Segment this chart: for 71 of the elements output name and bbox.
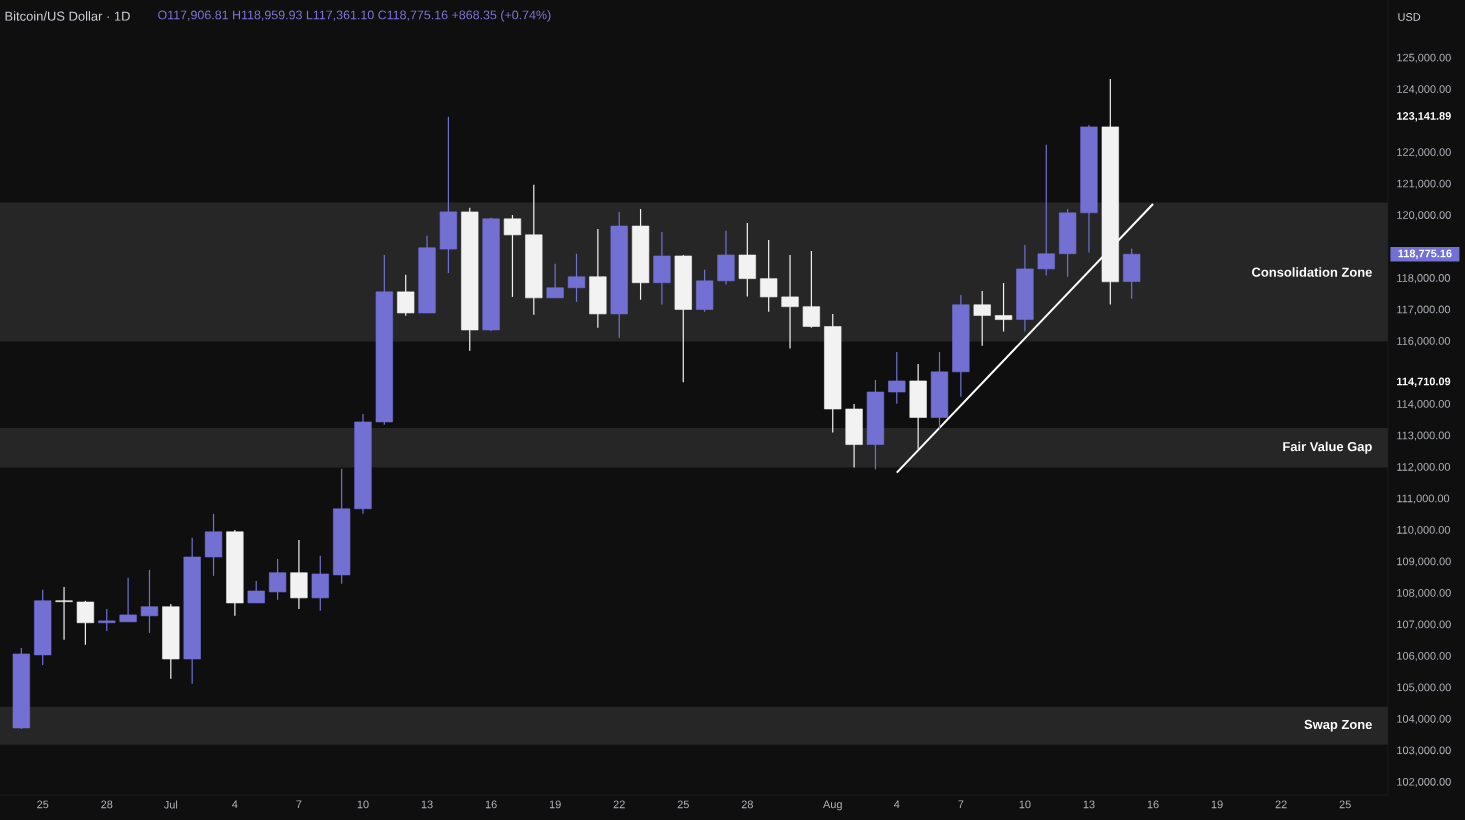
- x-tick-label: 10: [357, 800, 369, 809]
- y-tick-label: 116,000.00: [1397, 337, 1451, 347]
- candlestick: [140, 569, 159, 634]
- y-tick-label: 109,000.00: [1397, 557, 1451, 567]
- candlestick: [119, 577, 137, 623]
- text: O117,906.81 H118,959.93 L117,361.10 C118,775.16 +868.35 (+0.74%): [158, 10, 551, 22]
- x-tick-label: 28: [101, 800, 113, 809]
- candlestick: [55, 586, 73, 641]
- x-tick-label: 22: [613, 800, 625, 809]
- y-tick-label: 104,000.00: [1397, 714, 1451, 724]
- y-tick-label: 110,000.00: [1397, 526, 1451, 536]
- y-tick-label: 120,000.00: [1397, 211, 1451, 221]
- candlestick: [567, 253, 586, 303]
- y-tick-label: 118,775.16: [1398, 249, 1452, 259]
- candlestick: [1037, 144, 1055, 277]
- candlestick: [546, 263, 564, 299]
- candlestick: [760, 239, 778, 313]
- candlestick: [994, 282, 1013, 333]
- y-tick-label: 114,710.09: [1397, 377, 1451, 387]
- band-label: Consolidation Zone: [1252, 267, 1372, 277]
- y-tick-label: 108,000.00: [1397, 588, 1451, 599]
- y-tick-label: 117,000.00: [1397, 305, 1451, 315]
- x-tick-label: 22: [1275, 800, 1287, 809]
- x-tick-label: 13: [1083, 800, 1095, 809]
- y-tick-label: 113,000.00: [1397, 431, 1451, 441]
- candlestick: [781, 254, 799, 350]
- candlestick: [397, 274, 415, 317]
- x-tick-label: 25: [37, 800, 49, 809]
- y-tick-label: 122,000.00: [1397, 148, 1451, 158]
- x-tick-label: 25: [677, 800, 689, 809]
- candlestick: [973, 290, 991, 347]
- y-tick-label: 114,000.00: [1397, 400, 1451, 410]
- y-tick-label: 118,000.00: [1397, 274, 1451, 284]
- candlestick: [888, 351, 906, 405]
- x-tick-label: 4: [232, 800, 238, 809]
- candlestick: [503, 214, 522, 298]
- y-tick-label: 111,000.00: [1397, 494, 1450, 504]
- x-tick-label: 16: [485, 800, 497, 809]
- x-tick-label: 28: [741, 800, 753, 809]
- y-tick-label: 102,000.00: [1397, 777, 1451, 787]
- band-label: Swap Zone: [1304, 719, 1372, 732]
- y-tick-label: 125,000.00: [1397, 53, 1451, 63]
- candlestick: [76, 600, 95, 646]
- x-tick-label: 16: [1147, 800, 1159, 809]
- band-label: Fair Value Gap: [1283, 441, 1372, 454]
- x-tick-label: 25: [1339, 800, 1351, 809]
- y-tick-label: 121,000.00: [1397, 179, 1451, 189]
- x-tick-label: 13: [421, 800, 433, 809]
- x-tick-label: 7: [958, 800, 964, 809]
- y-tick-label: 123,141.89: [1397, 112, 1451, 122]
- y-tick-label: 107,000.00: [1397, 620, 1451, 630]
- y-tick-label: 103,000.00: [1397, 746, 1451, 756]
- candlestick: [738, 222, 756, 298]
- x-tick-label: 19: [1211, 800, 1223, 809]
- y-tick-label: 124,000.00: [1397, 85, 1451, 95]
- y-tick-label: 106,000.00: [1397, 651, 1451, 661]
- candlestick: [311, 555, 329, 612]
- text: Bitcoin/US Dollar · 1D: [5, 11, 130, 21]
- candlestick: [98, 608, 116, 632]
- y-tick-label: 112,000.00: [1397, 463, 1451, 473]
- candlestick: [802, 250, 821, 329]
- x-tick-label: Aug: [823, 800, 842, 811]
- x-tick-label: 7: [296, 800, 302, 809]
- y-tick-label: 105,000.00: [1397, 683, 1451, 693]
- x-tick-label: 19: [549, 800, 561, 809]
- candlestick: [247, 580, 265, 604]
- x-tick-label: Jul: [163, 800, 178, 809]
- text: USD: [1398, 13, 1421, 21]
- x-tick-label: 4: [894, 800, 900, 809]
- x-tick-label: 10: [1019, 800, 1031, 809]
- candlestick: [268, 558, 287, 601]
